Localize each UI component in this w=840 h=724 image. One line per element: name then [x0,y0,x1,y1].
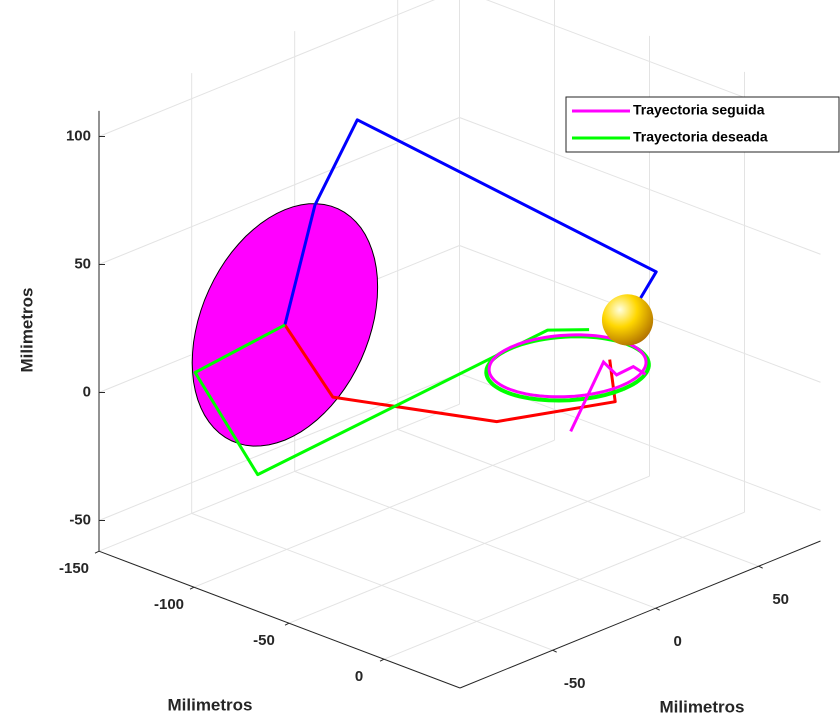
z-tick-label: 0 [83,383,91,400]
grid-line [289,476,650,623]
axes: -150 -100 -50 0 -50 0 50 -50 0 50 100 [59,111,821,692]
chart: -150 -100 -50 0 -50 0 50 -50 0 50 100 Milimetros M… [0,0,840,724]
x-axis-label: Milimetros [167,695,252,714]
z-tick-label: 50 [74,255,91,272]
y-tick [759,566,763,568]
legend-label: Trayectoria seguida [633,102,765,118]
y-axis-label: Milimetros [659,697,744,716]
y-tick [553,650,557,652]
grid-line [295,471,656,608]
x-tick-label: -100 [154,596,184,613]
x-tick-label: -50 [253,632,275,649]
y-tick-label: 50 [772,591,789,608]
x-tick [285,623,289,625]
y-axis [460,541,821,688]
grid-line [398,429,759,566]
x-tick [95,551,99,553]
grid-line [192,513,553,650]
sphere [602,294,653,345]
z-tick-label: -50 [69,511,91,528]
z-tick-label: 100 [66,127,91,144]
x-tick-label: 0 [355,668,363,685]
y-tick-label: 0 [674,633,682,650]
y-tick [656,608,660,610]
grid-line [194,440,555,587]
grid-line [384,512,745,659]
legend-label: Trayectoria deseada [633,129,768,145]
y-tick-label: -50 [564,675,586,692]
x-tick [190,587,194,589]
x-tick [380,659,384,661]
x-tick-label: -150 [59,560,89,577]
grid-line [99,0,460,136]
z-axis-label: Milimetros [17,287,36,372]
legend: Trayectoria seguida Trayectoria deseada [566,97,839,152]
x-axis [99,551,460,688]
